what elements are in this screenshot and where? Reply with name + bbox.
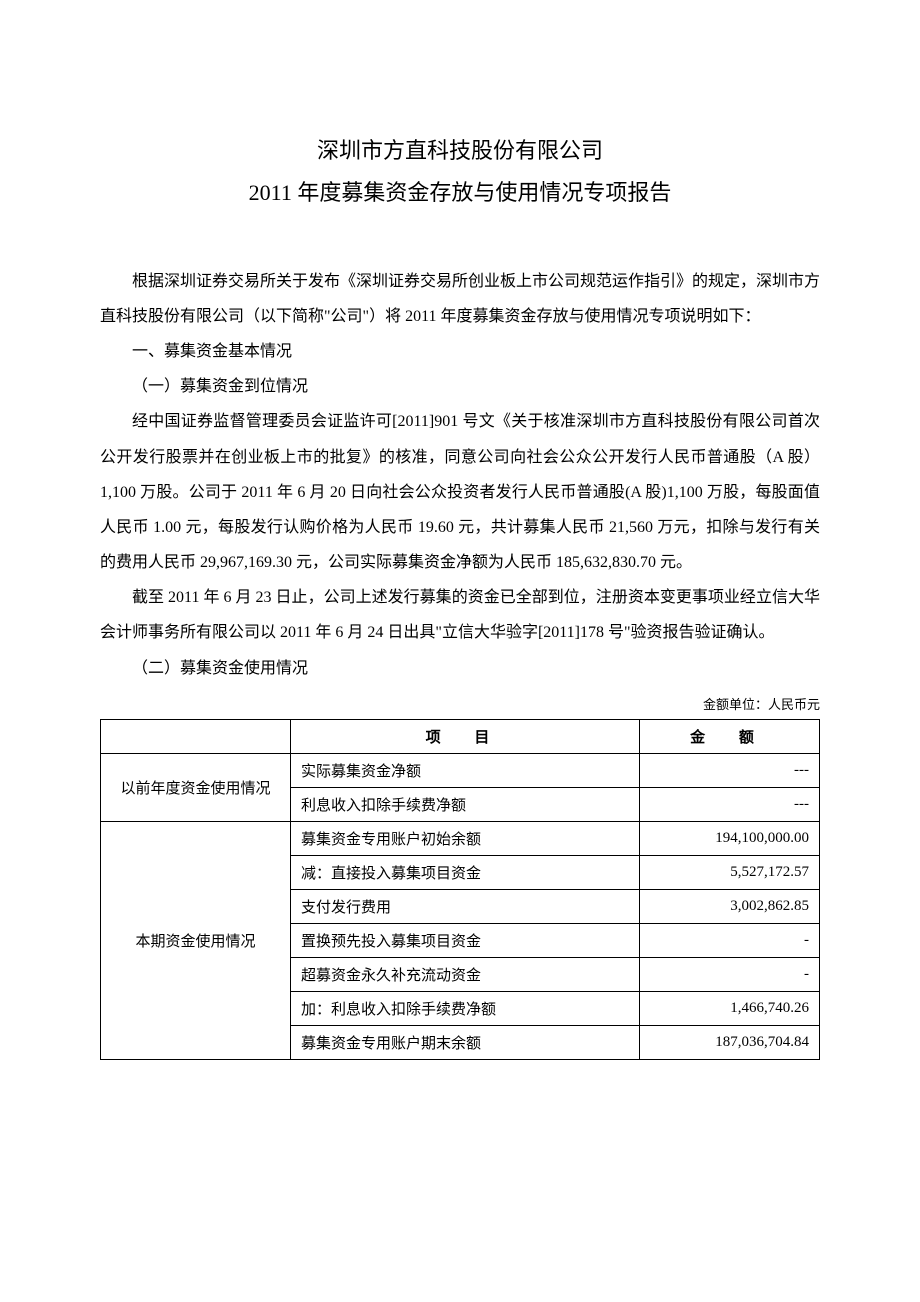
funds-usage-table: 项 目 金 额 以前年度资金使用情况 实际募集资金净额 --- 利息收入扣除手续… (100, 719, 820, 1060)
amount-cell: 3,002,862.85 (640, 889, 820, 923)
table-header-amount: 金 额 (640, 719, 820, 753)
section-1-1-heading: （一）募集资金到位情况 (100, 369, 820, 404)
amount-cell: 1,466,740.26 (640, 991, 820, 1025)
table-header-row: 项 目 金 额 (101, 719, 820, 753)
item-cell: 减：直接投入募集项目资金 (291, 855, 640, 889)
section-1-2-heading: （二）募集资金使用情况 (100, 651, 820, 686)
table-unit-caption: 金额单位：人民币元 (100, 694, 820, 713)
category-cell-prior: 以前年度资金使用情况 (101, 753, 291, 821)
title-line-1: 深圳市方直科技股份有限公司 (100, 130, 820, 172)
section-1-heading: 一、募集资金基本情况 (100, 334, 820, 369)
document-body: 根据深圳证券交易所关于发布《深圳证券交易所创业板上市公司规范运作指引》的规定，深… (100, 264, 820, 686)
amount-cell: 194,100,000.00 (640, 821, 820, 855)
amount-cell: - (640, 957, 820, 991)
title-line-2: 2011 年度募集资金存放与使用情况专项报告 (100, 172, 820, 214)
amount-cell: - (640, 923, 820, 957)
amount-cell: 187,036,704.84 (640, 1025, 820, 1059)
item-cell: 实际募集资金净额 (291, 753, 640, 787)
amount-cell: 5,527,172.57 (640, 855, 820, 889)
item-cell: 支付发行费用 (291, 889, 640, 923)
paragraph-1: 经中国证券监督管理委员会证监许可[2011]901 号文《关于核准深圳市方直科技… (100, 404, 820, 580)
amount-cell: --- (640, 753, 820, 787)
category-cell-current: 本期资金使用情况 (101, 821, 291, 1059)
document-title-block: 深圳市方直科技股份有限公司 2011 年度募集资金存放与使用情况专项报告 (100, 130, 820, 214)
item-cell: 募集资金专用账户期末余额 (291, 1025, 640, 1059)
item-cell: 置换预先投入募集项目资金 (291, 923, 640, 957)
item-cell: 加：利息收入扣除手续费净额 (291, 991, 640, 1025)
item-cell: 利息收入扣除手续费净额 (291, 787, 640, 821)
intro-paragraph: 根据深圳证券交易所关于发布《深圳证券交易所创业板上市公司规范运作指引》的规定，深… (100, 264, 820, 334)
table-row: 以前年度资金使用情况 实际募集资金净额 --- (101, 753, 820, 787)
item-cell: 募集资金专用账户初始余额 (291, 821, 640, 855)
table-row: 本期资金使用情况 募集资金专用账户初始余额 194,100,000.00 (101, 821, 820, 855)
item-cell: 超募资金永久补充流动资金 (291, 957, 640, 991)
table-header-item: 项 目 (291, 719, 640, 753)
table-header-empty (101, 719, 291, 753)
paragraph-2: 截至 2011 年 6 月 23 日止，公司上述发行募集的资金已全部到位，注册资… (100, 580, 820, 650)
amount-cell: --- (640, 787, 820, 821)
